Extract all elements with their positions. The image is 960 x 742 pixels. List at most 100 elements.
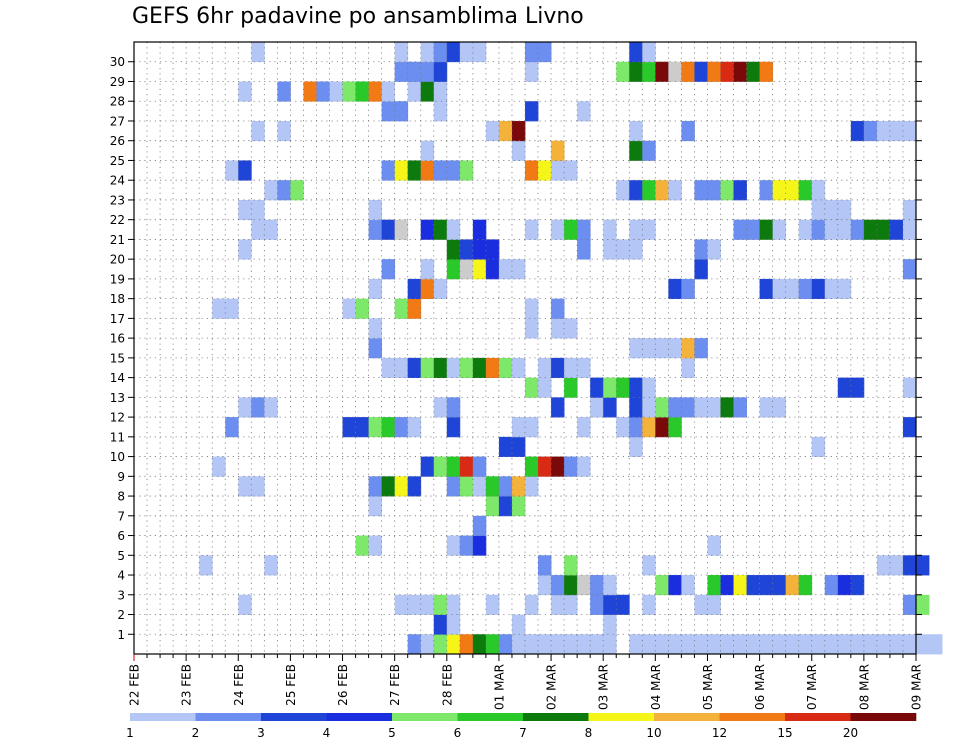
heatmap-cell (603, 239, 617, 260)
heatmap-cell (498, 120, 513, 142)
heatmap-cell (472, 259, 487, 280)
y-tick-label: 14 (110, 371, 125, 385)
heatmap-cell (564, 318, 578, 339)
heatmap-cell (446, 259, 461, 280)
heatmap-cell (225, 160, 239, 181)
heatmap-cell (720, 634, 734, 655)
colorbar-segment (785, 713, 851, 721)
heatmap-cell (251, 219, 265, 240)
heatmap-cell (655, 180, 669, 201)
heatmap-cell (459, 634, 474, 655)
heatmap-cell (525, 61, 539, 82)
heatmap-cell (433, 634, 448, 655)
heatmap-cell (759, 61, 774, 82)
heatmap-cell (694, 594, 708, 615)
axes: 1234567891011121314151617181920212223242… (110, 41, 924, 710)
heatmap-cell (759, 575, 774, 596)
colorbar-label: 8 (585, 726, 593, 740)
heatmap-cell (759, 219, 774, 240)
heatmap-cell (264, 555, 278, 576)
heatmap-cell (629, 120, 643, 142)
chart-title: GEFS 6hr padavine po ansamblima Livno (132, 4, 584, 29)
heatmap-cell (916, 555, 930, 576)
heatmap-cell (433, 160, 448, 181)
y-tick-label: 29 (110, 75, 125, 89)
heatmap-cell (381, 259, 396, 280)
heatmap-cell (446, 397, 461, 418)
heatmap-cell (433, 594, 448, 615)
heatmap-cell (498, 259, 513, 280)
heatmap-cells (199, 42, 943, 655)
heatmap-cell (394, 61, 409, 82)
heatmap-cell (472, 515, 487, 536)
heatmap-cell (407, 160, 422, 181)
heatmap-cell (420, 594, 435, 615)
heatmap-cell (564, 219, 578, 240)
heatmap-cell (446, 239, 461, 260)
heatmap-cell (642, 42, 656, 63)
y-tick-label: 13 (110, 391, 125, 405)
heatmap-cell (394, 219, 409, 240)
x-tick-label: 08 MAR (857, 664, 871, 710)
y-tick-label: 6 (117, 529, 125, 543)
heatmap-cell (655, 417, 669, 438)
x-tick-label: 05 MAR (701, 664, 715, 710)
colorbar-label: 7 (519, 726, 527, 740)
heatmap-cell (525, 160, 539, 181)
heatmap-cell (668, 397, 682, 418)
y-tick-label: 26 (110, 134, 125, 148)
heatmap-cell (824, 219, 839, 240)
y-tick-label: 20 (110, 253, 125, 267)
heatmap-cell (642, 219, 656, 240)
heatmap-cell (746, 575, 760, 596)
heatmap-cell (407, 594, 422, 615)
heatmap-cell (368, 81, 383, 102)
heatmap-cell (525, 318, 539, 339)
heatmap-cell (551, 160, 565, 181)
heatmap-cell (629, 436, 643, 457)
heatmap-cell (538, 160, 552, 181)
heatmap-cell (381, 101, 396, 122)
heatmap-cell (811, 436, 826, 457)
heatmap-cell (837, 377, 852, 398)
heatmap-cell (446, 219, 461, 240)
heatmap-cell (511, 120, 526, 142)
y-tick-label: 17 (110, 312, 125, 326)
heatmap-cell (616, 417, 630, 438)
heatmap-cell (420, 357, 435, 379)
x-tick-label: 25 FEB (284, 664, 298, 706)
colorbar-label: 1 (126, 726, 134, 740)
heatmap-cell (525, 476, 539, 497)
heatmap-cell (538, 42, 552, 63)
colorbar-label: 6 (454, 726, 462, 740)
heatmap-cell (407, 417, 422, 438)
heatmap-cell (538, 555, 552, 576)
heatmap-cell (681, 575, 695, 596)
heatmap-cell (525, 219, 539, 240)
colorbar-label: 4 (323, 726, 331, 740)
heatmap-cell (642, 634, 656, 655)
heatmap-cell (446, 42, 461, 63)
colorbar-label: 5 (388, 726, 396, 740)
heatmap-cell (916, 634, 930, 655)
heatmap-cell (616, 61, 630, 82)
heatmap-cell (225, 417, 239, 438)
heatmap-cell (603, 575, 617, 596)
heatmap-cell (420, 634, 435, 655)
heatmap-cell (251, 397, 265, 418)
heatmap-cell (525, 377, 539, 398)
heatmap-cell (498, 357, 513, 379)
heatmap-cell (342, 298, 356, 319)
heatmap-cell (290, 180, 304, 201)
heatmap-cell (485, 476, 500, 497)
heatmap-cell (798, 180, 813, 201)
heatmap-cell (707, 239, 721, 260)
heatmap-cell (446, 476, 461, 497)
heatmap-cell (785, 180, 800, 201)
heatmap-cell (811, 180, 826, 201)
heatmap-cell (433, 61, 448, 82)
heatmap-cell (446, 417, 461, 438)
heatmap-cell (329, 81, 343, 102)
heatmap-cell (485, 259, 500, 280)
heatmap-cell (668, 338, 682, 359)
